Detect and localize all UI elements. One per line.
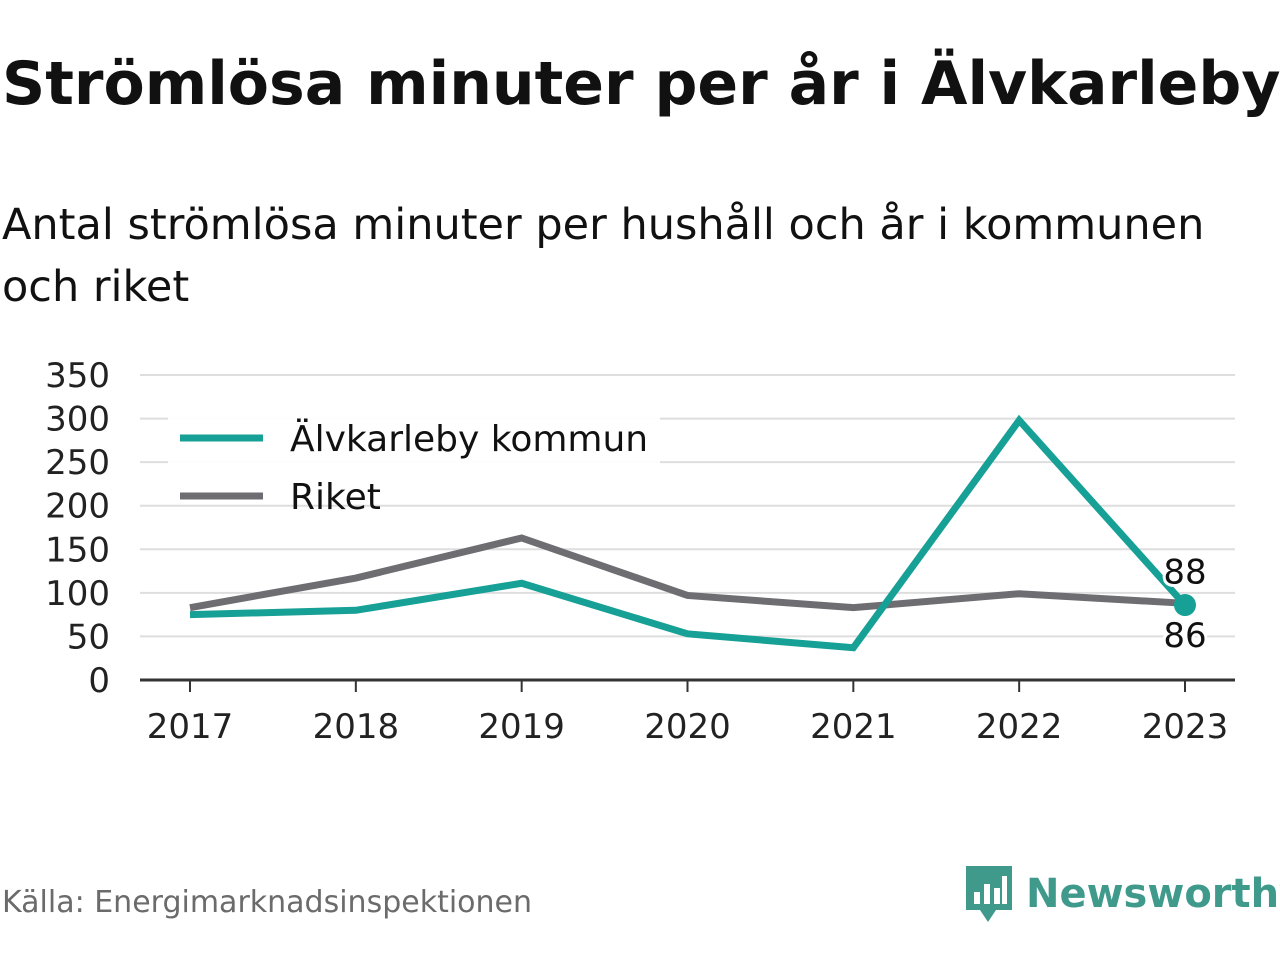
brand-name: Newsworthy — [1026, 871, 1280, 917]
x-tick-label: 2022 — [976, 707, 1063, 747]
y-tick-label: 200 — [45, 487, 110, 527]
chart-subtitle: Antal strömlösa minuter per hushåll och … — [2, 200, 1205, 312]
series-line-riket — [189, 534, 1186, 612]
brand: Newsworthy — [964, 864, 1280, 924]
series-endpoint-kommun — [1174, 594, 1196, 617]
series-line-kommun — [189, 414, 1188, 652]
x-tick-label: 2019 — [478, 707, 565, 747]
legend-label-riket: Riket — [290, 477, 381, 518]
x-tick-label: 2018 — [313, 707, 400, 747]
newsworthy-logo-icon — [966, 866, 1012, 922]
legend: Älvkarleby kommun Riket — [168, 412, 660, 518]
y-tick-label: 250 — [45, 443, 110, 483]
x-tick-label: 2017 — [147, 707, 234, 747]
y-tick-label: 350 — [45, 356, 110, 396]
y-tick-label: 300 — [45, 400, 110, 440]
annotations: 88 86 — [1160, 549, 1209, 659]
legend-label-kommun: Älvkarleby kommun — [290, 418, 648, 460]
x-tick-label: 2023 — [1142, 707, 1229, 747]
series-lines — [189, 414, 1196, 652]
y-tick-label: 0 — [88, 661, 110, 701]
legend-background — [168, 412, 660, 504]
y-tick-label: 150 — [45, 530, 110, 570]
x-axis: 2017 2018 2019 2020 2021 2022 2023 — [140, 678, 1235, 747]
data-label-riket: 88 — [1163, 552, 1206, 592]
x-tick-label: 2021 — [810, 707, 897, 747]
chart-title: Strömlösa minuter per år i Älvkarleby — [2, 49, 1280, 119]
y-tick-label: 100 — [45, 574, 110, 614]
data-label-kommun: 86 — [1163, 616, 1206, 656]
y-tick-label: 50 — [67, 617, 110, 657]
source-note: Källa: Energimarknadsinspektionen — [2, 885, 533, 920]
x-tick-label: 2020 — [644, 707, 731, 747]
